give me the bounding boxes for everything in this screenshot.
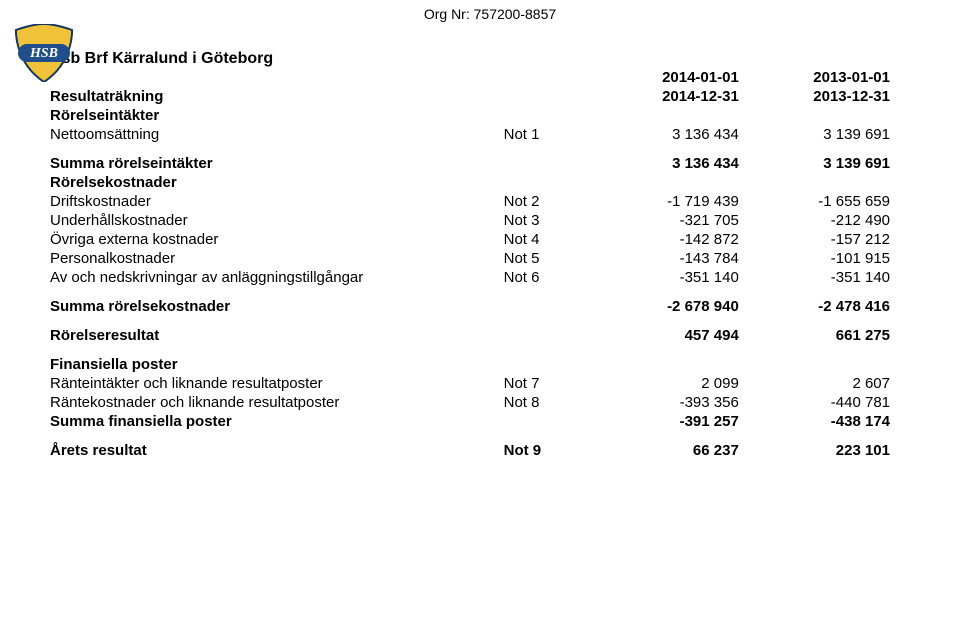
period-b-end: 2013-12-31 (739, 87, 890, 106)
table-row: Räntekostnader och liknande resultatpost… (50, 393, 890, 412)
row-note: Not 7 (504, 374, 588, 393)
row-value-a: -321 705 (588, 211, 739, 230)
row-value-a: 3 136 434 (588, 125, 739, 149)
row-label: Underhållskostnader (50, 211, 504, 230)
row-label: Övriga externa kostnader (50, 230, 504, 249)
row-value-b: -101 915 (739, 249, 890, 268)
report-title: Resultaträkning (50, 87, 504, 106)
row-label: Räntekostnader och liknande resultatpost… (50, 393, 504, 412)
subtotal-a: 3 136 434 (588, 149, 739, 173)
row-value-a: 2 099 (588, 374, 739, 393)
operating-result-row: Rörelseresultat 457 494 661 275 (50, 321, 890, 350)
table-row: Nettoomsättning Not 1 3 136 434 3 139 69… (50, 125, 890, 149)
subtotal-b: 3 139 691 (739, 149, 890, 173)
section-heading: Rörelsekostnader (50, 173, 504, 192)
period-a-start: 2014-01-01 (588, 68, 739, 87)
row-value-a: -143 784 (588, 249, 739, 268)
table-row: Underhållskostnader Not 3 -321 705 -212 … (50, 211, 890, 230)
report-content: Hsb Brf Kärralund i Göteborg 2014-01-01 … (50, 50, 890, 460)
hsb-logo: HSB (12, 24, 76, 82)
table-row: Av och nedskrivningar av anläggningstill… (50, 268, 890, 292)
row-value-b: -351 140 (739, 268, 890, 292)
table-row: Personalkostnader Not 5 -143 784 -101 91… (50, 249, 890, 268)
year-result-b: 223 101 (739, 436, 890, 460)
table-row: Ränteintäkter och liknande resultatposte… (50, 374, 890, 393)
page: HSB Org Nr: 757200-8857 Hsb Brf Kärralun… (0, 0, 960, 623)
section-heading-row: Finansiella poster (50, 350, 890, 374)
row-label: Driftskostnader (50, 192, 504, 211)
subtotal-a: -391 257 (588, 412, 739, 436)
row-value-b: -157 212 (739, 230, 890, 249)
subtotal-row: Summa rörelsekostnader -2 678 940 -2 478… (50, 292, 890, 321)
subtotal-label: Summa rörelsekostnader (50, 292, 504, 321)
row-value-b: 2 607 (739, 374, 890, 393)
row-note: Not 4 (504, 230, 588, 249)
subtotal-b: -2 478 416 (739, 292, 890, 321)
subtotal-a: -2 678 940 (588, 292, 739, 321)
section-heading-row: Rörelseintäkter (50, 106, 890, 125)
row-value-a: -393 356 (588, 393, 739, 412)
org-nr-label: Org Nr: 757200-8857 (50, 6, 890, 22)
row-value-b: -1 655 659 (739, 192, 890, 211)
row-note: Not 1 (504, 125, 588, 149)
subtotal-row: Summa finansiella poster -391 257 -438 1… (50, 412, 890, 436)
income-statement-table: 2014-01-01 2013-01-01 Resultaträkning 20… (50, 68, 890, 460)
row-note: Not 6 (504, 268, 588, 292)
row-note: Not 3 (504, 211, 588, 230)
row-note: Not 2 (504, 192, 588, 211)
year-result-row: Årets resultat Not 9 66 237 223 101 (50, 436, 890, 460)
subtotal-b: -438 174 (739, 412, 890, 436)
operating-result-a: 457 494 (588, 321, 739, 350)
row-note: Not 5 (504, 249, 588, 268)
operating-result-b: 661 275 (739, 321, 890, 350)
table-row: Driftskostnader Not 2 -1 719 439 -1 655 … (50, 192, 890, 211)
table-row: Övriga externa kostnader Not 4 -142 872 … (50, 230, 890, 249)
row-note: Not 8 (504, 393, 588, 412)
row-value-b: 3 139 691 (739, 125, 890, 149)
row-value-b: -212 490 (739, 211, 890, 230)
period-row-start: 2014-01-01 2013-01-01 (50, 68, 890, 87)
period-row-end: Resultaträkning 2014-12-31 2013-12-31 (50, 87, 890, 106)
row-label: Nettoomsättning (50, 125, 504, 149)
year-result-a: 66 237 (588, 436, 739, 460)
period-b-start: 2013-01-01 (739, 68, 890, 87)
row-value-a: -1 719 439 (588, 192, 739, 211)
operating-result-label: Rörelseresultat (50, 321, 504, 350)
section-heading: Rörelseintäkter (50, 106, 504, 125)
logo-text: HSB (29, 46, 58, 61)
year-result-label: Årets resultat (50, 436, 504, 460)
subtotal-label: Summa finansiella poster (50, 412, 504, 436)
section-heading-row: Rörelsekostnader (50, 173, 890, 192)
section-heading: Finansiella poster (50, 350, 504, 374)
subtotal-row: Summa rörelseintäkter 3 136 434 3 139 69… (50, 149, 890, 173)
row-label: Personalkostnader (50, 249, 504, 268)
entity-name: Hsb Brf Kärralund i Göteborg (50, 50, 890, 68)
subtotal-label: Summa rörelseintäkter (50, 149, 504, 173)
row-label: Ränteintäkter och liknande resultatposte… (50, 374, 504, 393)
row-label: Av och nedskrivningar av anläggningstill… (50, 268, 504, 292)
row-value-a: -142 872 (588, 230, 739, 249)
period-a-end: 2014-12-31 (588, 87, 739, 106)
year-result-note: Not 9 (504, 436, 588, 460)
row-value-b: -440 781 (739, 393, 890, 412)
row-value-a: -351 140 (588, 268, 739, 292)
